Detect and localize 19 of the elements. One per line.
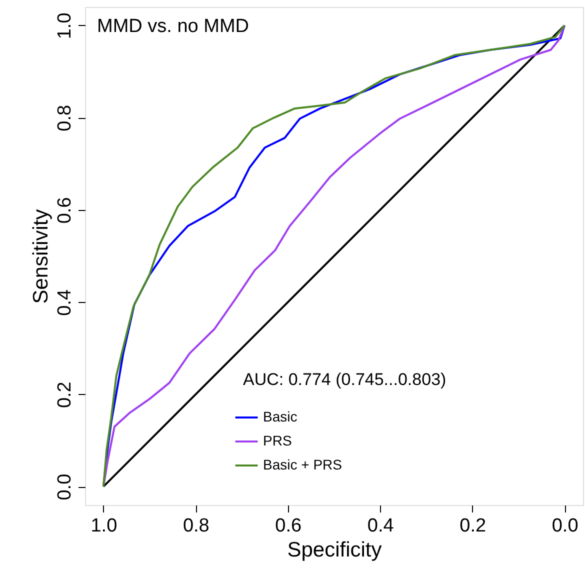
y-tick-label: 1.0 [54, 12, 76, 40]
y-tick-label: 0.0 [54, 474, 76, 500]
legend-label: PRS [263, 432, 292, 448]
x-tick-label: 0.4 [367, 516, 394, 536]
y-tick-label: 0.6 [54, 197, 76, 224]
legend-label: Basic [263, 408, 298, 424]
x-tick-label: 0.2 [460, 516, 486, 536]
x-tick-label: 1.0 [90, 516, 118, 536]
y-axis-title: Sensitivity [30, 208, 52, 304]
legend-label: Basic + PRS [263, 456, 342, 472]
annotation: AUC: 0.774 (0.745...0.803) [243, 370, 446, 389]
text: MMD vs. no MMD [97, 16, 249, 37]
x-tick-label: 0.0 [552, 516, 578, 536]
y-tick-label: 0.8 [54, 104, 76, 132]
x-tick-label: 0.6 [275, 516, 302, 536]
x-axis-title: Specificity [287, 538, 382, 562]
y-tick-label: 0.4 [54, 288, 76, 316]
x-tick-label: 0.8 [182, 516, 210, 536]
y-tick-label: 0.2 [54, 382, 76, 408]
